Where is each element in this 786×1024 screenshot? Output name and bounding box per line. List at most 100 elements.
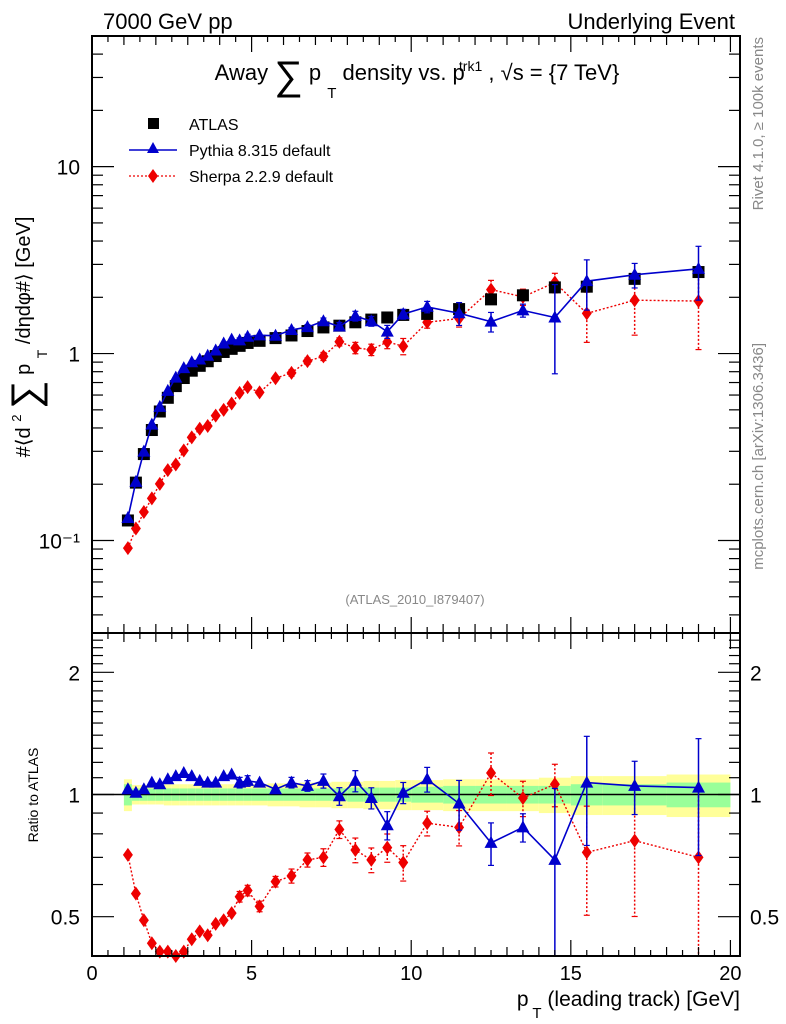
chart-title: Away ∑ p T density vs. p trk1 , √s = {7 … — [215, 51, 620, 103]
pythia-ratio-point — [145, 775, 159, 788]
sherpa-point — [629, 293, 640, 308]
axis-ticks — [91, 35, 740, 957]
pythia-ratio-point — [420, 772, 434, 785]
pythia-point — [121, 510, 135, 523]
sherpa-point — [186, 430, 197, 445]
pythia-point — [193, 352, 207, 365]
sherpa-ratio-point — [366, 852, 377, 867]
sherpa-ratio-point — [517, 791, 528, 806]
pythia-point — [692, 261, 706, 274]
sherpa-ratio-point — [334, 822, 345, 837]
pythia-point — [452, 306, 466, 319]
pythia-ratio-point — [364, 791, 378, 804]
pythia-ratio-point — [516, 820, 530, 833]
sherpa-point — [202, 418, 213, 433]
pythia-point — [137, 444, 151, 457]
pythia-point — [169, 370, 183, 383]
pythia-point — [225, 332, 239, 345]
sherpa-ratio-point — [202, 928, 213, 943]
sherpa-ratio-point — [210, 916, 221, 931]
pythia-point — [420, 299, 434, 312]
pythia-ratio-point — [452, 796, 466, 809]
pythia-ratio-point — [300, 778, 314, 791]
pythia-ratio-point — [153, 777, 167, 790]
pythia-ratio-point — [253, 775, 267, 788]
sherpa-ratio-point — [549, 777, 560, 792]
sherpa-ratio-point — [398, 855, 409, 870]
pythia-point — [548, 310, 562, 323]
legend-label-sherpa: Sherpa 2.2.9 default — [189, 169, 334, 186]
sherpa-point — [486, 282, 497, 297]
sherpa-ratio-point — [270, 874, 281, 889]
sherpa-ratio-point — [318, 850, 329, 865]
ratio-y-axis-label: Ratio to ATLAS — [25, 748, 41, 843]
sherpa-ratio-point — [226, 906, 237, 921]
pythia-point — [253, 328, 267, 341]
sherpa-ratio-point — [234, 889, 245, 904]
pythia-point — [129, 474, 143, 487]
x-tick-label: 20 — [719, 963, 741, 985]
pythia-point — [209, 343, 223, 356]
pythia-point — [285, 322, 299, 335]
sherpa-ratio-point — [218, 913, 229, 928]
sherpa-ratio-point — [122, 847, 133, 862]
pythia-point — [145, 417, 159, 430]
pythia-ratio-point — [628, 778, 642, 791]
pythia-point — [516, 303, 530, 316]
y-tick-label-right: 1 — [750, 785, 762, 808]
sherpa-ratio-point — [254, 899, 265, 914]
pythia-ratio-point — [169, 769, 183, 782]
pythia-point — [484, 314, 498, 327]
sherpa-point — [693, 294, 704, 309]
sherpa-ratio-point — [146, 936, 157, 951]
pythia-ratio-point — [161, 772, 175, 785]
x-tick-label: 15 — [560, 963, 582, 985]
pythia-ratio-point — [129, 785, 143, 798]
sherpa-point — [194, 421, 205, 436]
legend-item-atlas: ATLAS — [148, 117, 239, 134]
x-tick-label: 5 — [246, 963, 257, 985]
x-tick-label: 0 — [86, 963, 97, 985]
sherpa-point — [122, 541, 133, 556]
sherpa-ratio-line — [127, 771, 699, 957]
pythia-ratio-point — [332, 789, 346, 802]
sherpa-line — [127, 281, 699, 549]
pythia-ratio-point — [225, 767, 239, 780]
legend-marker-square — [148, 118, 159, 129]
y-tick-label: 10⁻¹ — [39, 531, 80, 554]
pythia-ratio-point — [285, 775, 299, 788]
main-y-axis-label: #⟨d 2 ∑ p T /dηdφ#⟩ [GeV] — [4, 217, 52, 458]
y-tick-label: 10 — [57, 157, 80, 180]
pythia-ratio-point — [177, 765, 191, 778]
sherpa-point — [334, 334, 345, 349]
y-tick-label: 0.5 — [51, 907, 80, 930]
mcplots-source-label: mcplots.cern.ch [arXiv:1306.3436] — [750, 343, 767, 570]
pythia-ratio-point — [185, 769, 199, 782]
pythia-point — [580, 274, 594, 287]
legend-label-pythia: Pythia 8.315 default — [189, 143, 331, 160]
pythia-ratio-point — [269, 782, 283, 795]
sherpa-point — [254, 385, 265, 400]
sherpa-point — [146, 491, 157, 506]
pythia-ratio-point — [580, 775, 594, 788]
sherpa-ratio-point — [486, 765, 497, 780]
y-tick-label: 2 — [68, 662, 80, 685]
pythia-point — [332, 319, 346, 332]
sherpa-point — [242, 380, 253, 395]
sherpa-point — [270, 371, 281, 386]
sherpa-point — [234, 385, 245, 400]
pythia-ratio-point — [241, 773, 255, 786]
header-left: 7000 GeV pp — [103, 9, 233, 34]
sherpa-ratio-point — [350, 842, 361, 857]
pythia-ratio-point — [193, 773, 207, 786]
pythia-point — [364, 314, 378, 327]
pythia-ratio-point — [380, 818, 394, 831]
legend-label-atlas: ATLAS — [189, 117, 239, 134]
pythia-point — [628, 267, 642, 280]
pythia-point — [177, 361, 191, 374]
y-tick-label-right: 2 — [750, 662, 762, 685]
pythia-ratio-point — [692, 780, 706, 793]
pythia-ratio-point — [209, 775, 223, 788]
pythia-point — [316, 314, 330, 327]
sherpa-ratio-point — [581, 845, 592, 860]
